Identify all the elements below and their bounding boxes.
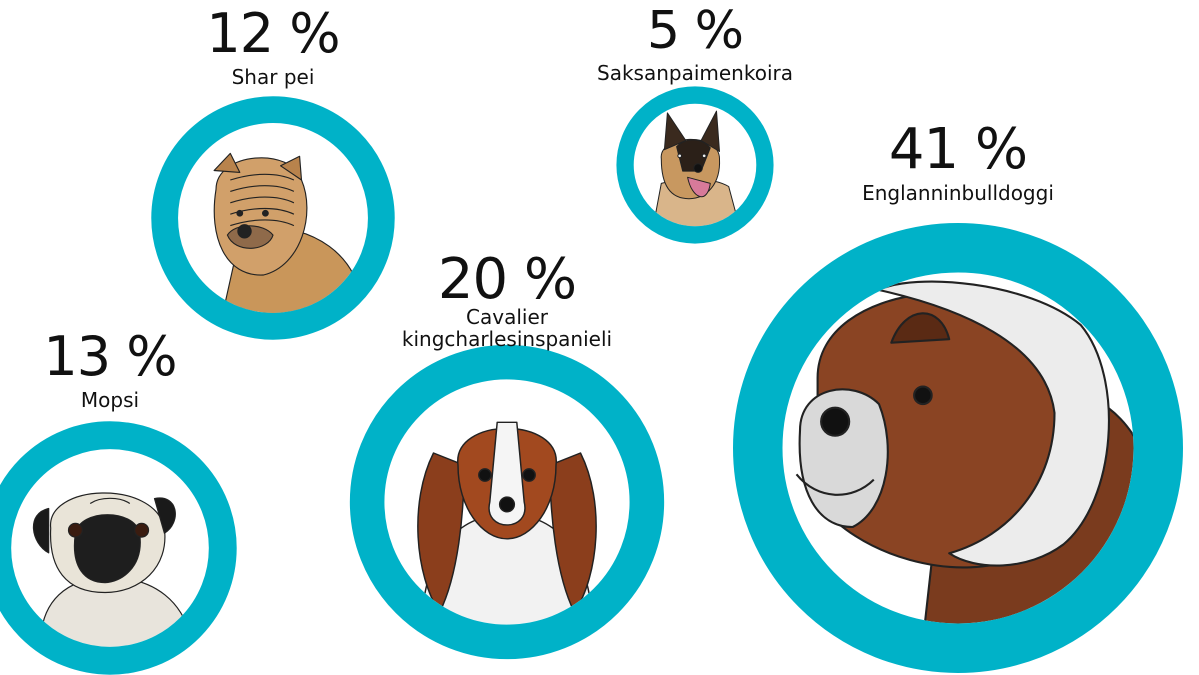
breed-label: Saksanpaimenkoira <box>597 61 793 85</box>
bubble-ring <box>0 421 237 675</box>
bubble-pug: 13 %Mopsi <box>0 325 237 675</box>
bubble-german-shepherd: 5 %Saksanpaimenkoira <box>597 1 793 244</box>
breed-label: kingcharlesinspanieli <box>402 327 612 351</box>
bubble-shar-pei: 12 %Shar pei <box>151 2 395 340</box>
breed-label: Englanninbulldoggi <box>862 181 1054 205</box>
breed-label: Shar pei <box>232 65 315 89</box>
value-label: 12 % <box>206 2 339 65</box>
value-label: 20 % <box>438 247 576 312</box>
cavalier-illustration <box>417 421 597 625</box>
bubble-ring <box>616 86 774 244</box>
value-label: 5 % <box>647 1 743 61</box>
breed-label: Cavalier <box>466 305 549 329</box>
breed-label: Mopsi <box>81 388 139 412</box>
german-shepherd-illustration <box>651 110 742 227</box>
value-label: 13 % <box>43 325 176 388</box>
value-label: 41 % <box>889 117 1027 182</box>
bubble-ring <box>151 96 395 340</box>
bubble-english-bulldog: 41 %Englanninbulldoggi <box>733 117 1183 673</box>
bubble-ring <box>349 344 665 660</box>
bubble-ring <box>733 223 1183 673</box>
